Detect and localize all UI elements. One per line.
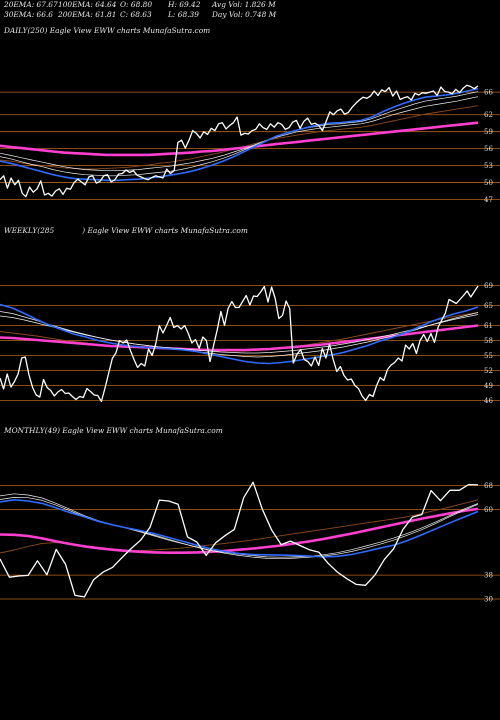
weekly-label-part-2: ) Eagle View EWW charts MunafaSutra.com xyxy=(82,226,248,235)
monthly-price-line xyxy=(0,481,479,598)
daily-y-tick-label: 53 xyxy=(484,162,493,170)
weekly-panel-label: WEEKLY(285 ) Eagle View EWW charts Munafa… xyxy=(4,226,248,235)
monthly-ema-fast-line xyxy=(0,498,479,558)
daily-ema-fast-line xyxy=(0,87,479,182)
weekly-label-part-1: WEEKLY(285 xyxy=(4,226,55,235)
monthly-y-tick-label: 60 xyxy=(484,506,493,514)
weekly-ema-fast-line xyxy=(0,303,479,365)
ema200-label: 200EMA: 61.81 xyxy=(58,10,117,19)
daily-ema-slow-line xyxy=(0,121,479,157)
daily-y-tick-label: 56 xyxy=(484,145,493,153)
weekly-y-tick-label: 61 xyxy=(484,322,493,330)
monthly-ema-white-2-line xyxy=(0,497,479,558)
daily-y-tick-label: 47 xyxy=(484,196,493,204)
monthly-y-tick-label: 38 xyxy=(484,572,493,580)
weekly-y-tick-label: 65 xyxy=(484,302,493,310)
ema30-label: 30EMA: 66.6 xyxy=(4,10,53,19)
weekly-y-tick-label: 52 xyxy=(484,367,493,375)
monthly-ema-slow-line xyxy=(0,507,479,554)
ema20-label: 20EMA: 67.67 xyxy=(4,0,58,9)
weekly-y-tick-label: 69 xyxy=(484,282,493,290)
weekly-chart: 69 65 61 58 55 52 49 46 xyxy=(0,282,500,405)
weekly-ema-white-2-line xyxy=(0,314,479,354)
daily-ema-brown-line xyxy=(0,105,479,170)
daily-y-tick-label: 50 xyxy=(484,179,493,187)
daily-price-line xyxy=(0,84,479,198)
monthly-panel-label: MONTHLY(49) Eagle View EWW charts Munafa… xyxy=(4,426,223,435)
low-label: L: 68.39 xyxy=(168,10,199,19)
daily-ema-white-2-line xyxy=(0,96,479,172)
daily-y-tick-label: 62 xyxy=(484,111,493,119)
avg-vol-label: Avg Vol: 1.826 M xyxy=(212,0,276,9)
daily-ema-white-1-line xyxy=(0,91,479,177)
daily-chart: 66 62 59 56 53 50 47 xyxy=(0,84,500,204)
weekly-y-tick-label: 58 xyxy=(484,337,493,345)
chart-header: 20EMA: 67.67 100EMA: 64.64 O: 68.80 H: 6… xyxy=(2,0,498,20)
header-row-1: 20EMA: 67.67 100EMA: 64.64 O: 68.80 H: 6… xyxy=(2,0,498,10)
header-row-2: 30EMA: 66.6 200EMA: 61.81 C: 68.63 L: 68… xyxy=(2,10,498,20)
daily-panel-label: DAILY(250) Eagle View EWW charts MunafaS… xyxy=(4,26,211,35)
high-label: H: 69.42 xyxy=(168,0,201,9)
weekly-y-tick-label: 49 xyxy=(484,382,493,390)
weekly-price-line xyxy=(0,285,479,403)
monthly-y-tick-label: 30 xyxy=(484,596,493,604)
monthly-chart: 68 60 38 30 xyxy=(0,481,500,604)
weekly-y-tick-label: 46 xyxy=(484,397,493,405)
open-label: O: 68.80 xyxy=(120,0,153,9)
monthly-y-tick-label: 68 xyxy=(484,482,493,490)
close-label: C: 68.63 xyxy=(120,10,152,19)
daily-y-tick-label: 59 xyxy=(484,128,493,136)
daily-y-tick-label: 66 xyxy=(484,89,493,97)
weekly-y-tick-label: 55 xyxy=(484,352,493,360)
day-vol-label: Day Vol: 0.748 M xyxy=(212,10,277,19)
ema100-label: 100EMA: 64.64 xyxy=(58,0,117,9)
